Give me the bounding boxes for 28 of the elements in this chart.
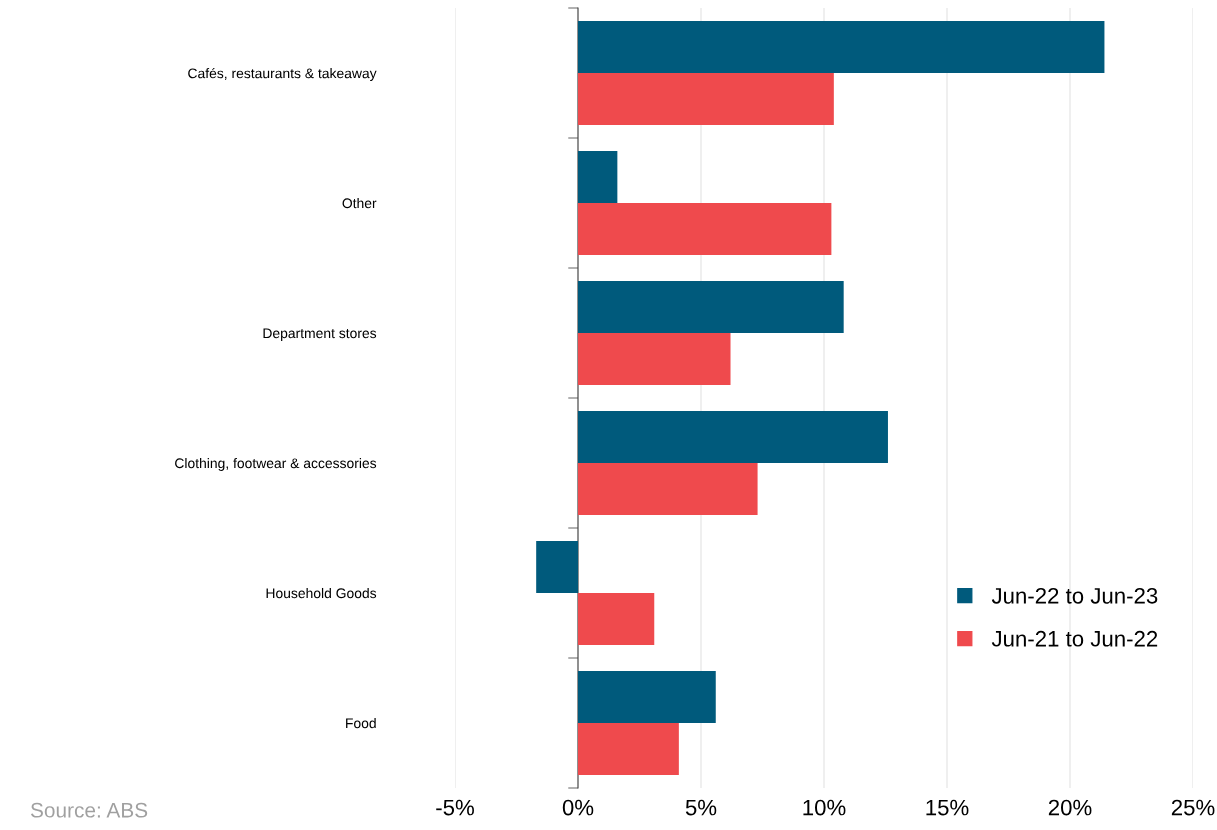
y-tick-label: Other (342, 197, 377, 209)
legend-label: Jun-22 to Jun-23 (991, 587, 1158, 604)
bar (578, 463, 758, 515)
x-tick-label: 0% (562, 799, 594, 816)
y-tick-label: Food (346, 717, 376, 729)
x-tick-label: 20% (1048, 799, 1092, 816)
x-tick-label: 5% (685, 799, 717, 816)
bar (578, 73, 834, 125)
bar (578, 593, 655, 645)
legend-label: Jun-21 to Jun-22 (991, 630, 1158, 647)
bar (578, 281, 844, 333)
y-tick-label: Clothing, footwear & accessories (175, 457, 377, 471)
source-note: Source: ABS (30, 802, 148, 818)
bar (578, 411, 888, 463)
bar (578, 671, 716, 723)
y-tick-label: Cafés, restaurants & takeaway (188, 67, 377, 81)
bar (578, 203, 832, 255)
x-tick-label: -5% (436, 799, 474, 816)
x-tick-label: 15% (926, 799, 969, 816)
y-tick-label: Department stores (263, 328, 377, 341)
bar (578, 151, 618, 203)
x-tick-label: 25% (1171, 799, 1215, 816)
bar (536, 541, 578, 593)
bar (578, 723, 679, 775)
y-tick-label: Household Goods (266, 587, 377, 599)
x-tick-label: 10% (803, 799, 846, 816)
bar (578, 21, 1105, 73)
bar (578, 333, 731, 385)
